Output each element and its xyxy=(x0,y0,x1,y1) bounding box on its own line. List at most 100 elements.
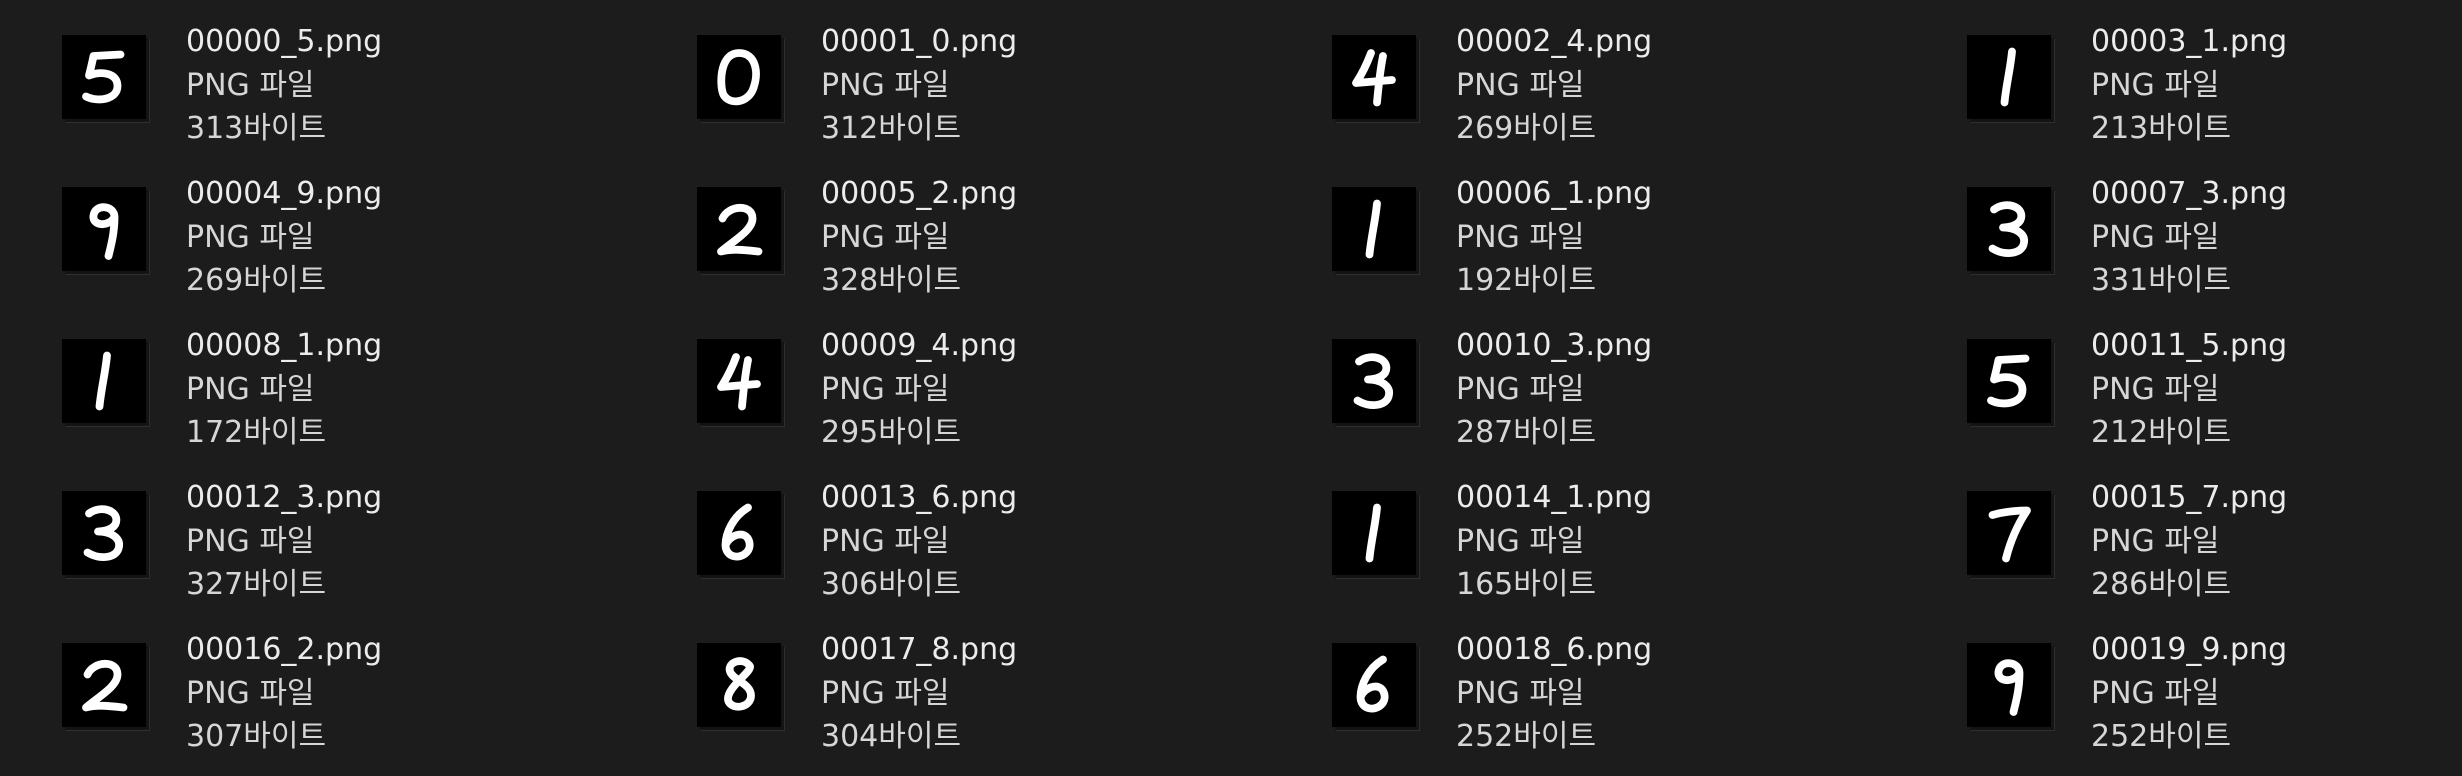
digit-4-stroke xyxy=(1352,49,1396,107)
digit-3-thumbnail-icon xyxy=(1967,187,2051,271)
file-item[interactable]: 00002_4.png PNG 파일 269바이트 xyxy=(1332,16,1967,168)
digit-1-stroke xyxy=(1365,503,1381,563)
file-name: 00013_6.png xyxy=(821,480,1018,515)
digit-4-thumbnail-icon xyxy=(697,339,781,423)
file-name: 00015_7.png xyxy=(2091,480,2288,515)
thumbnail-background xyxy=(62,187,146,271)
file-size: 165바이트 xyxy=(1456,567,1597,602)
digit-1-stroke xyxy=(1365,199,1381,259)
file-name: 00018_6.png xyxy=(1456,632,1653,667)
file-name: 00004_9.png xyxy=(186,176,383,211)
thumbnail xyxy=(1967,35,2057,125)
thumbnail xyxy=(1967,643,2057,733)
file-item[interactable]: 00018_6.png PNG 파일 252바이트 xyxy=(1332,624,1967,776)
file-size: 269바이트 xyxy=(186,263,327,298)
file-item[interactable]: 00014_1.png PNG 파일 165바이트 xyxy=(1332,472,1967,624)
file-size: 192바이트 xyxy=(1456,263,1597,298)
thumbnail xyxy=(1332,491,1422,581)
digit-6-stroke xyxy=(721,503,754,561)
file-type: PNG 파일 xyxy=(186,67,315,103)
file-size: 327바이트 xyxy=(186,567,327,602)
digit-9-thumbnail-icon xyxy=(1967,643,2051,727)
file-item[interactable]: 00019_9.png PNG 파일 252바이트 xyxy=(1967,624,2462,776)
digit-4-stroke xyxy=(717,353,761,411)
file-details: 00016_2.png PNG 파일 307바이트 xyxy=(186,624,382,759)
file-size: 331바이트 xyxy=(2091,263,2232,298)
digit-1-thumbnail-icon xyxy=(1332,491,1416,575)
file-name: 00010_3.png xyxy=(1456,328,1653,363)
file-item[interactable]: 00001_0.png PNG 파일 312바이트 xyxy=(697,16,1332,168)
file-name: 00007_3.png xyxy=(2091,176,2288,211)
thumbnail xyxy=(62,35,152,125)
file-item[interactable]: 00012_3.png PNG 파일 327바이트 xyxy=(62,472,697,624)
thumbnail xyxy=(1967,339,2057,429)
thumbnail xyxy=(62,643,152,733)
digit-5-thumbnail-icon xyxy=(62,35,146,119)
file-item[interactable]: 00006_1.png PNG 파일 192바이트 xyxy=(1332,168,1967,320)
file-details: 00007_3.png PNG 파일 331바이트 xyxy=(2091,168,2287,303)
file-details: 00010_3.png PNG 파일 287바이트 xyxy=(1456,320,1652,455)
file-item[interactable]: 00003_1.png PNG 파일 213바이트 xyxy=(1967,16,2462,168)
file-size: 252바이트 xyxy=(2091,719,2232,754)
digit-5-stroke xyxy=(1987,354,2030,408)
digit-1-stroke xyxy=(2000,47,2016,107)
thumbnail xyxy=(62,339,152,429)
file-details: 00000_5.png PNG 파일 313바이트 xyxy=(186,16,382,151)
file-item[interactable]: 00004_9.png PNG 파일 269바이트 xyxy=(62,168,697,320)
file-item[interactable]: 00005_2.png PNG 파일 328바이트 xyxy=(697,168,1332,320)
file-item[interactable]: 00017_8.png PNG 파일 304바이트 xyxy=(697,624,1332,776)
file-type: PNG 파일 xyxy=(821,67,950,103)
thumbnail-background xyxy=(1967,643,2051,727)
file-item[interactable]: 00009_4.png PNG 파일 295바이트 xyxy=(697,320,1332,472)
file-size: 172바이트 xyxy=(186,415,327,450)
file-size: 287바이트 xyxy=(1456,415,1597,450)
thumbnail xyxy=(697,643,787,733)
file-item[interactable]: 00007_3.png PNG 파일 331바이트 xyxy=(1967,168,2462,320)
file-item[interactable]: 00010_3.png PNG 파일 287바이트 xyxy=(1332,320,1967,472)
file-type: PNG 파일 xyxy=(821,675,950,711)
file-details: 00014_1.png PNG 파일 165바이트 xyxy=(1456,472,1652,607)
file-name: 00014_1.png xyxy=(1456,480,1653,515)
file-size: 295바이트 xyxy=(821,415,962,450)
file-type: PNG 파일 xyxy=(186,523,315,559)
digit-7-stroke xyxy=(1988,506,2031,563)
file-size: 312바이트 xyxy=(821,111,962,146)
file-item[interactable]: 00000_5.png PNG 파일 313바이트 xyxy=(62,16,697,168)
file-details: 00011_5.png PNG 파일 212바이트 xyxy=(2091,320,2287,455)
file-item[interactable]: 00015_7.png PNG 파일 286바이트 xyxy=(1967,472,2462,624)
file-size: 328바이트 xyxy=(821,263,962,298)
digit-2-thumbnail-icon xyxy=(697,187,781,271)
thumbnail xyxy=(697,339,787,429)
digit-1-stroke xyxy=(95,351,111,411)
file-type: PNG 파일 xyxy=(821,523,950,559)
thumbnail xyxy=(697,491,787,581)
file-details: 00006_1.png PNG 파일 192바이트 xyxy=(1456,168,1652,303)
file-size: 313바이트 xyxy=(186,111,327,146)
file-name: 00000_5.png xyxy=(186,24,383,59)
file-details: 00015_7.png PNG 파일 286바이트 xyxy=(2091,472,2287,607)
thumbnail xyxy=(697,187,787,277)
file-name: 00003_1.png xyxy=(2091,24,2288,59)
file-type: PNG 파일 xyxy=(821,219,950,255)
digit-3-stroke xyxy=(83,505,123,561)
file-type: PNG 파일 xyxy=(2091,371,2220,407)
digit-4-thumbnail-icon xyxy=(1332,35,1416,119)
digit-2-stroke xyxy=(82,659,128,712)
file-type: PNG 파일 xyxy=(1456,219,1585,255)
thumbnail xyxy=(1332,339,1422,429)
file-name: 00019_9.png xyxy=(2091,632,2288,667)
digit-0-stroke xyxy=(717,49,760,106)
digit-3-thumbnail-icon xyxy=(1332,339,1416,423)
digit-6-thumbnail-icon xyxy=(697,491,781,575)
file-type: PNG 파일 xyxy=(186,219,315,255)
file-item[interactable]: 00013_6.png PNG 파일 306바이트 xyxy=(697,472,1332,624)
thumbnail-background xyxy=(697,339,781,423)
file-details: 00005_2.png PNG 파일 328바이트 xyxy=(821,168,1017,303)
file-item[interactable]: 00016_2.png PNG 파일 307바이트 xyxy=(62,624,697,776)
file-item[interactable]: 00011_5.png PNG 파일 212바이트 xyxy=(1967,320,2462,472)
file-name: 00009_4.png xyxy=(821,328,1018,363)
file-type: PNG 파일 xyxy=(1456,371,1585,407)
digit-8-thumbnail-icon xyxy=(697,643,781,727)
file-item[interactable]: 00008_1.png PNG 파일 172바이트 xyxy=(62,320,697,472)
